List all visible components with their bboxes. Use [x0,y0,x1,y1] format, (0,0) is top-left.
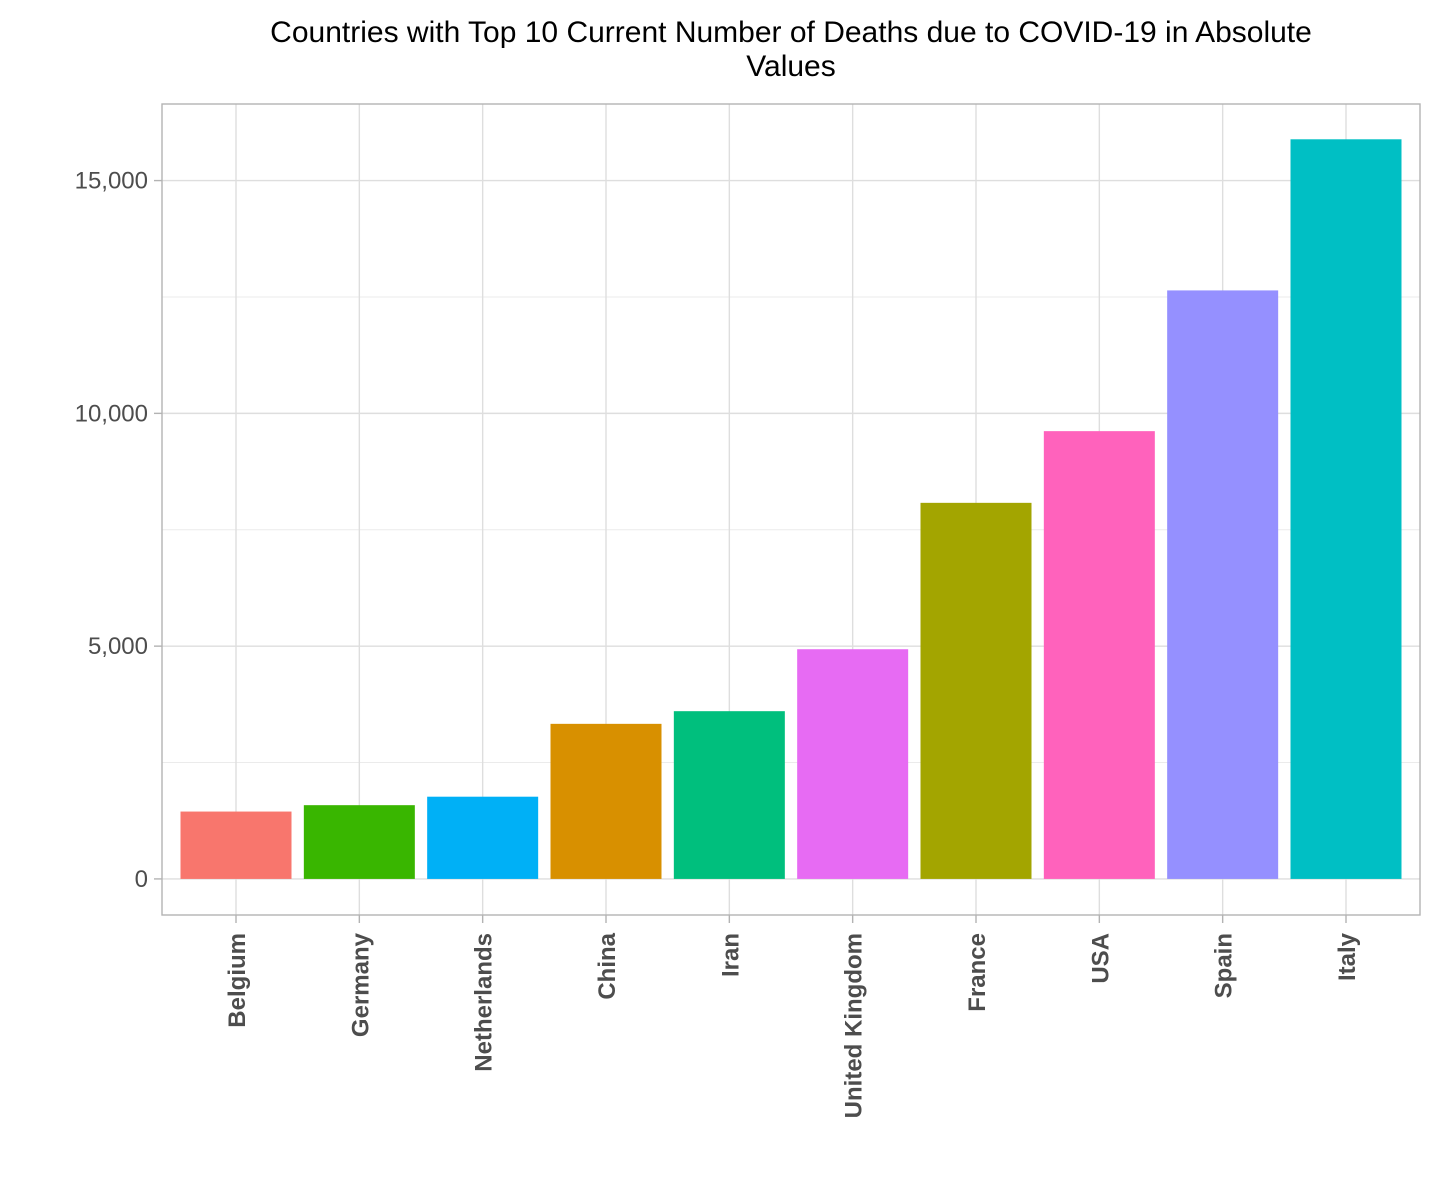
bar-italy [1290,139,1402,879]
y-tick-label: 5,000 [88,633,148,660]
x-tick-label: United Kingdom [841,933,868,1118]
chart-title-line: Countries with Top 10 Current Number of … [270,16,1312,49]
bar-germany [303,805,415,879]
bar-belgium [180,811,292,879]
chart-title-line: Values [746,50,836,83]
x-tick-label: Italy [1334,932,1361,981]
y-axis: 0 5,000 10,000 15,000 [75,168,162,893]
x-tick-label: Iran [717,933,744,977]
bar-iran [673,711,785,879]
bar-usa [1043,431,1155,879]
y-tick-label: 0 [135,866,148,893]
x-tick-label: Belgium [224,933,251,1028]
plot-border [161,103,1421,916]
x-tick-label: France [964,933,991,1012]
x-axis: Belgium Germany Netherlands China Iran United… [224,915,1361,1118]
x-tick-label: Netherlands [471,933,498,1072]
bars [180,139,1402,879]
bar-netherlands [427,796,539,879]
x-tick-label: China [594,932,621,999]
x-tick-label: USA [1087,933,1114,984]
y-tick-label: 10,000 [75,400,148,427]
chart-title: Countries with Top 10 Current Number of … [270,16,1312,83]
x-tick-label: Spain [1211,933,1238,998]
bar-france [920,502,1032,879]
bar-united-kingdom [797,649,909,879]
bar-spain [1167,290,1279,879]
y-tick-label: 15,000 [75,168,148,195]
bar-china [550,723,662,879]
x-tick-label: Germany [347,932,374,1037]
